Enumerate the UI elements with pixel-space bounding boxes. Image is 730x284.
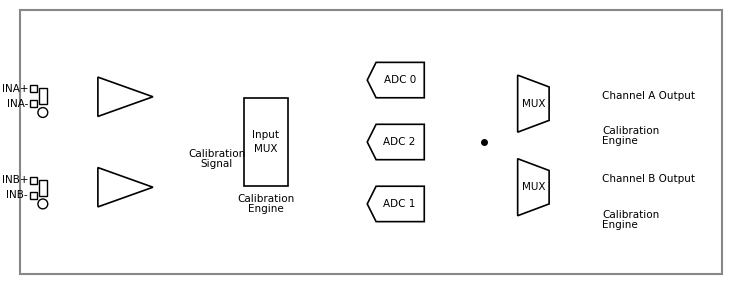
- Text: Engine: Engine: [248, 204, 284, 214]
- Bar: [30, 100, 37, 107]
- Text: Channel B Output: Channel B Output: [602, 174, 695, 184]
- Text: Calibration: Calibration: [602, 126, 659, 136]
- Text: Engine: Engine: [602, 220, 638, 230]
- Text: Calibration: Calibration: [602, 210, 659, 220]
- Bar: [245, 98, 288, 186]
- Text: Engine: Engine: [602, 136, 638, 146]
- Circle shape: [38, 108, 47, 117]
- Text: Input: Input: [253, 130, 280, 140]
- Text: ADC 1: ADC 1: [383, 199, 416, 209]
- Polygon shape: [518, 159, 549, 216]
- Bar: [39, 88, 47, 104]
- Text: Calibration: Calibration: [237, 194, 295, 204]
- Bar: [30, 192, 37, 199]
- Bar: [30, 177, 37, 184]
- Circle shape: [38, 199, 47, 209]
- Text: ADC 0: ADC 0: [383, 75, 416, 85]
- Text: MUX: MUX: [522, 182, 545, 192]
- Polygon shape: [367, 62, 424, 98]
- Polygon shape: [98, 168, 153, 207]
- Text: ADC 2: ADC 2: [383, 137, 416, 147]
- Text: INA-: INA-: [7, 99, 28, 109]
- Text: Channel A Output: Channel A Output: [602, 91, 695, 101]
- Text: MUX: MUX: [254, 144, 277, 154]
- Bar: [39, 180, 47, 196]
- Polygon shape: [98, 77, 153, 116]
- Text: INA+: INA+: [1, 84, 28, 94]
- Polygon shape: [367, 124, 424, 160]
- Text: Signal: Signal: [201, 159, 233, 169]
- Text: INB+: INB+: [1, 175, 28, 185]
- Bar: [30, 85, 37, 92]
- Polygon shape: [367, 186, 424, 222]
- Text: INB-: INB-: [7, 190, 28, 200]
- Text: MUX: MUX: [522, 99, 545, 109]
- Text: Calibration: Calibration: [188, 149, 245, 159]
- Polygon shape: [518, 75, 549, 132]
